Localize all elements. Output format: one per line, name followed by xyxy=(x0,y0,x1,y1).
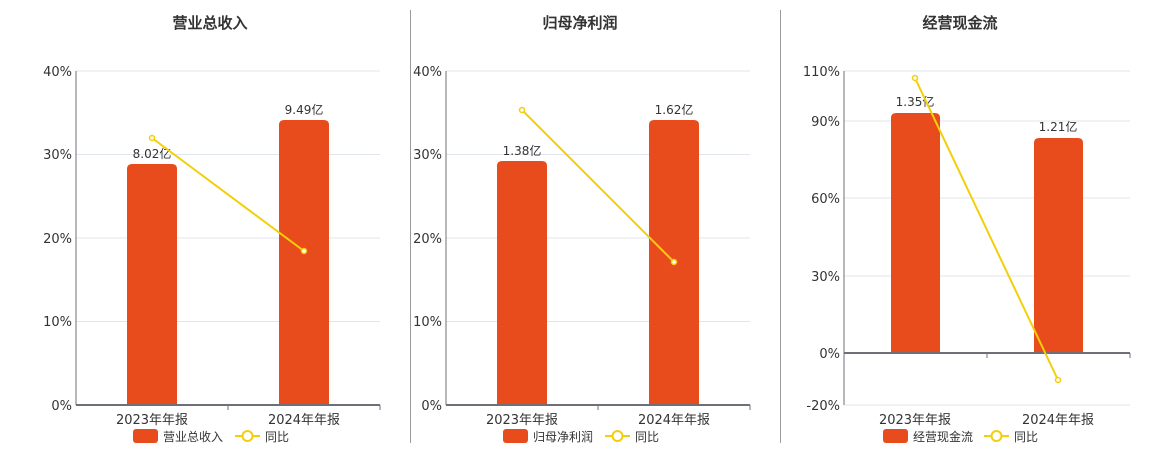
chart-panel-net-profit: 归母净利润 40% 30% 20% 10% 0% 1.38亿 1.62亿 202… xyxy=(370,0,770,450)
bar-value-label: 9.49亿 xyxy=(285,102,324,117)
x-category-label: 2023年年报 xyxy=(879,413,951,428)
yoy-point[interactable] xyxy=(148,134,156,142)
x-category-label: 2024年年报 xyxy=(638,413,710,428)
chart-revenue: 营业总收入 40% 30% 20% 10% 0% 8.02亿 9.49亿 xyxy=(43,14,381,444)
legend[interactable]: 经营现金流 同比 xyxy=(883,429,1038,444)
bar-value-label: 1.21亿 xyxy=(1039,119,1078,134)
legend-line-icon xyxy=(990,430,1003,442)
bar-value-label: 1.38亿 xyxy=(503,143,542,158)
grid-lines xyxy=(76,70,380,322)
chart-panel-operating-cashflow: 经营现金流 110% 90% 60% 30% 0% -20% 1.35亿 1.2… xyxy=(780,0,1160,450)
svg-text:0%: 0% xyxy=(421,399,442,414)
panel-divider xyxy=(410,10,411,443)
yoy-point[interactable] xyxy=(670,258,678,266)
yoy-point[interactable] xyxy=(1054,376,1062,384)
chart-title: 归母净利润 xyxy=(542,14,617,32)
y-axis-labels: 110% 90% 60% 30% 0% -20% xyxy=(803,65,840,414)
svg-text:90%: 90% xyxy=(811,115,840,130)
svg-text:经营现金流: 经营现金流 xyxy=(913,429,973,444)
bar-2024[interactable] xyxy=(279,120,329,405)
y-axis-labels: 40% 30% 20% 10% 0% xyxy=(43,65,72,414)
legend-bar-swatch xyxy=(503,429,528,443)
svg-text:10%: 10% xyxy=(413,315,442,330)
svg-text:40%: 40% xyxy=(43,65,72,80)
svg-text:20%: 20% xyxy=(413,232,442,247)
bar-value-label: 1.62亿 xyxy=(655,102,694,117)
x-category-label: 2024年年报 xyxy=(1022,413,1094,428)
yoy-point[interactable] xyxy=(300,247,308,255)
yoy-point[interactable] xyxy=(518,106,526,114)
svg-text:0%: 0% xyxy=(51,399,72,414)
svg-text:20%: 20% xyxy=(43,232,72,247)
svg-text:归母净利润: 归母净利润 xyxy=(533,430,593,444)
bar-2023[interactable] xyxy=(127,164,177,405)
panel-divider xyxy=(780,10,781,443)
grid-lines xyxy=(446,70,750,322)
chart-panel-revenue: 营业总收入 40% 30% 20% 10% 0% 8.02亿 9.49亿 xyxy=(0,0,400,450)
yoy-line[interactable] xyxy=(151,137,305,252)
svg-text:-20%: -20% xyxy=(806,399,840,414)
svg-text:同比: 同比 xyxy=(265,430,289,444)
svg-text:同比: 同比 xyxy=(1014,430,1038,444)
svg-text:0%: 0% xyxy=(819,347,840,362)
chart-net-profit: 归母净利润 40% 30% 20% 10% 0% 1.38亿 1.62亿 202… xyxy=(413,14,751,444)
svg-text:30%: 30% xyxy=(413,148,442,163)
legend-bar-swatch xyxy=(883,429,908,443)
y-axis-labels: 40% 30% 20% 10% 0% xyxy=(413,65,442,414)
legend[interactable]: 营业总收入 同比 xyxy=(133,429,289,444)
svg-text:30%: 30% xyxy=(811,270,840,285)
x-category-label: 2023年年报 xyxy=(486,413,558,428)
bar-2024[interactable] xyxy=(1034,138,1083,353)
legend[interactable]: 归母净利润 同比 xyxy=(503,429,659,444)
svg-text:同比: 同比 xyxy=(635,430,659,444)
svg-text:110%: 110% xyxy=(803,65,840,80)
legend-line-icon xyxy=(611,430,624,442)
svg-text:10%: 10% xyxy=(43,315,72,330)
x-category-label: 2023年年报 xyxy=(116,413,188,428)
svg-text:60%: 60% xyxy=(811,192,840,207)
legend-line-icon xyxy=(241,430,254,442)
chart-title: 经营现金流 xyxy=(922,14,997,32)
yoy-point[interactable] xyxy=(911,74,919,82)
bar-value-label: 8.02亿 xyxy=(133,146,172,161)
svg-text:营业总收入: 营业总收入 xyxy=(163,430,223,444)
bar-2023[interactable] xyxy=(891,113,940,353)
legend-bar-swatch xyxy=(133,429,158,443)
chart-operating-cashflow: 经营现金流 110% 90% 60% 30% 0% -20% 1.35亿 1.2… xyxy=(803,14,1131,444)
svg-text:40%: 40% xyxy=(413,65,442,80)
chart-title: 营业总收入 xyxy=(172,14,247,32)
bar-2023[interactable] xyxy=(497,161,547,405)
yoy-line[interactable] xyxy=(521,109,675,263)
yoy-line[interactable] xyxy=(914,77,1059,381)
x-category-label: 2024年年报 xyxy=(268,413,340,428)
svg-text:30%: 30% xyxy=(43,148,72,163)
